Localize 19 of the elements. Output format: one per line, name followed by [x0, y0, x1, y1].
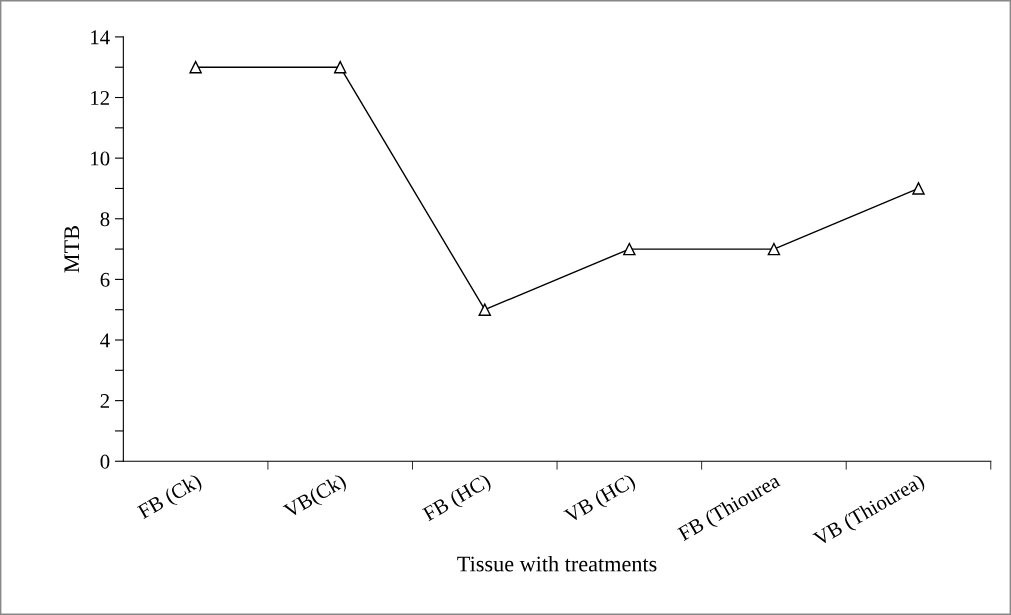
y-tick-label: 10: [91, 151, 110, 166]
y-tick-label: 2: [100, 394, 109, 408]
y-tick-label: 14: [91, 30, 110, 45]
point: [189, 60, 202, 74]
point: [767, 242, 781, 256]
x-tick-label: FB (HC): [421, 472, 494, 526]
x-axis-title: Tissue with treatments: [457, 555, 657, 572]
point: [333, 60, 347, 74]
y-tick-label: 4: [100, 333, 110, 348]
point: [623, 242, 636, 256]
x-tick-label: FB (Ck): [136, 472, 205, 523]
y-tick-label: 6: [100, 272, 110, 287]
point: [478, 303, 492, 316]
point: [912, 182, 925, 195]
y-tick-label: 12: [91, 90, 109, 105]
y-tick-label: 8: [100, 212, 110, 227]
x-tick-label: VB (HC): [562, 472, 638, 528]
y-tick-label: 0: [100, 454, 110, 469]
y-axis-title: MTB: [64, 226, 80, 273]
